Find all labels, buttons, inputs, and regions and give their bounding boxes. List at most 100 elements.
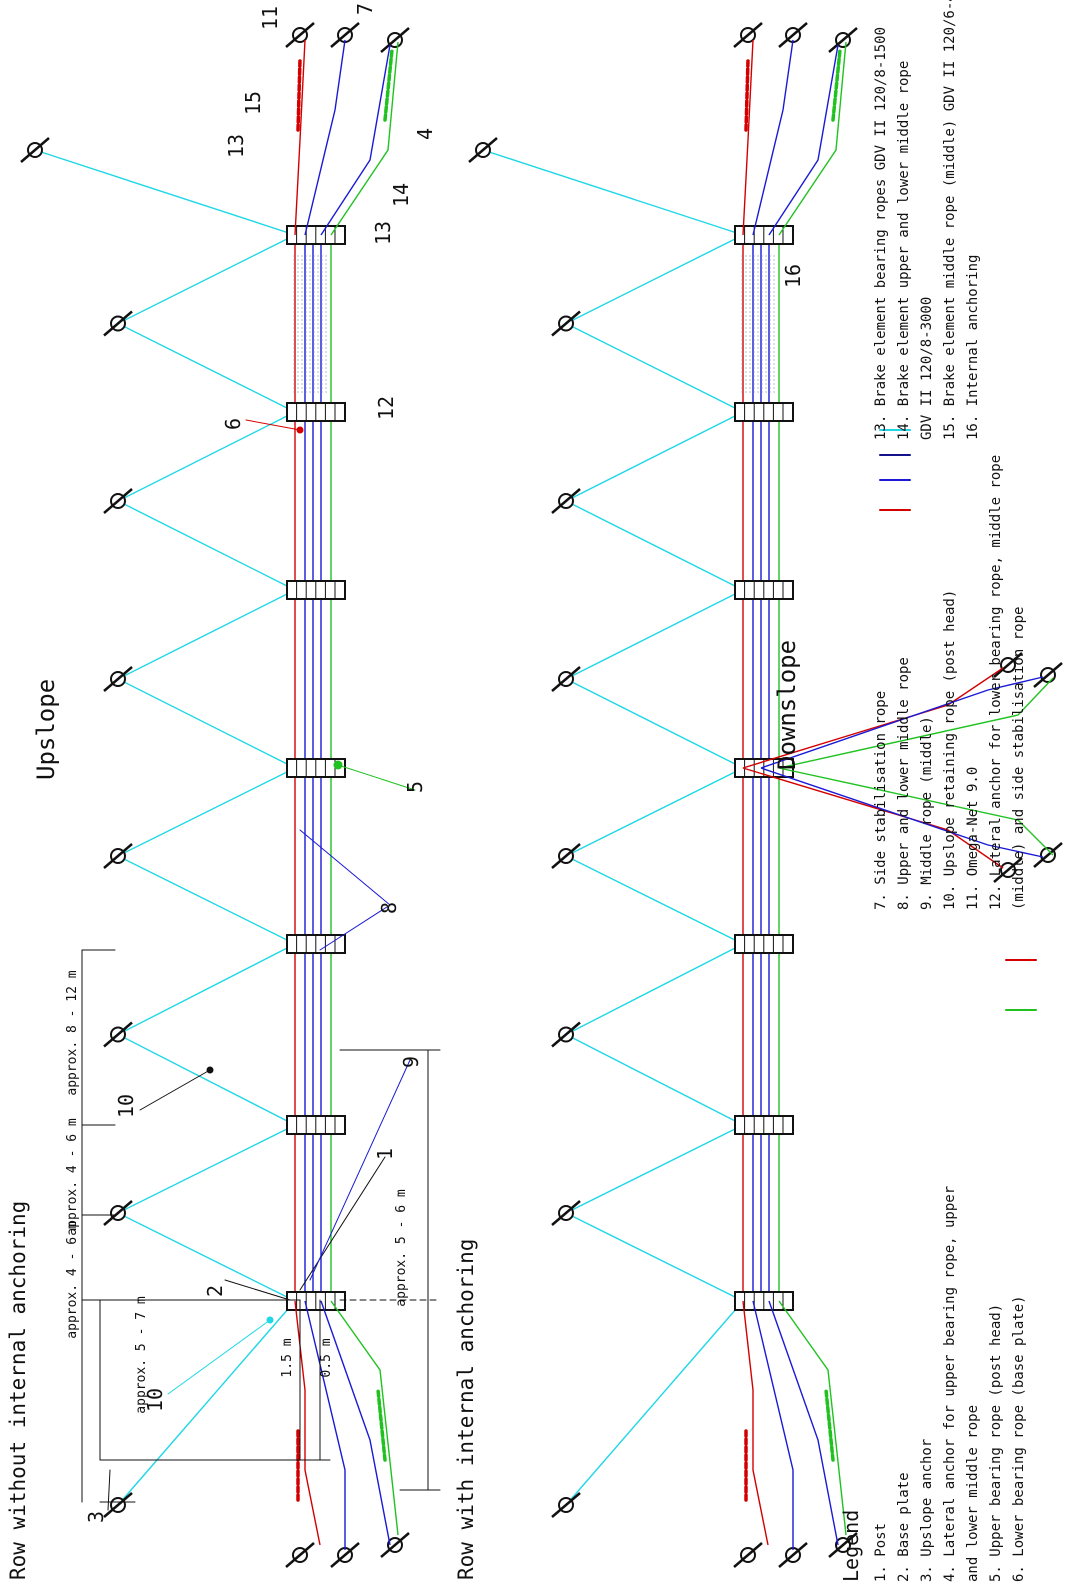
dimension-approx-4-6m-right: approx. 4 - 6 m	[65, 1118, 80, 1236]
dimension-approx-5-7m: approx. 5 - 7 m	[134, 1296, 149, 1414]
anchor-bar	[1033, 662, 1063, 688]
anchor-bar	[20, 137, 50, 163]
anchor-bar	[993, 652, 1023, 678]
callout-10-cyan: 10	[143, 1388, 167, 1412]
post-symbol	[286, 1291, 346, 1311]
legend-title: Legend	[839, 1510, 863, 1582]
lateral-anchor	[733, 1542, 763, 1568]
upslope-retaining-rope	[116, 234, 296, 413]
heading-row-with-internal-anchoring: Row with internal anchoring	[454, 1239, 478, 1580]
legend-item: 1. Post	[873, 1523, 889, 1582]
anchor-bar	[103, 488, 133, 514]
upslope-anchor	[551, 310, 581, 337]
post-symbol	[286, 1115, 346, 1135]
lateral-rope-blue	[768, 1300, 839, 1546]
brake-element-green	[376, 1388, 387, 1462]
legend-item: 3. Upslope anchor	[919, 1439, 935, 1582]
anchor-bar	[103, 1200, 133, 1226]
legend-item: 16. Internal anchoring	[965, 255, 981, 440]
anchor-bar	[733, 22, 763, 48]
upslope-anchor	[20, 137, 50, 163]
internal-anchor	[1033, 662, 1063, 688]
callout-4: 4	[413, 128, 437, 140]
upslope-retaining-rope	[482, 149, 744, 236]
callout-6: 6	[221, 418, 245, 430]
lateral-rope-red	[294, 39, 306, 236]
legend-item: 11. Omega-Net 9.0	[965, 767, 981, 910]
dimension-0-5m: 0.5 m	[319, 1338, 334, 1377]
upslope-retaining-rope	[34, 149, 296, 236]
callout-14: 14	[389, 183, 413, 207]
legend-list: 1. Post 2. Base plate 3. Upslope anchor …	[873, 0, 1027, 1582]
upslope-retaining-rope	[117, 1300, 296, 1506]
dimension-approx-5-6m: approx. 5 - 6 m	[394, 1189, 409, 1307]
callout-15: 15	[241, 91, 265, 115]
lateral-rope-blue	[304, 39, 346, 236]
internal-rope-red	[742, 767, 1004, 869]
leader-line	[319, 904, 391, 951]
anchor-bar	[468, 137, 498, 163]
lateral-anchor	[828, 1532, 858, 1558]
brake-element-red	[744, 58, 750, 132]
anchor-bar	[551, 1492, 581, 1518]
legend-item: 12. Lateral anchor for lower bearing rop…	[988, 455, 1004, 910]
anchor-bar	[285, 22, 315, 48]
legend-item: 13. Brake element bearing ropes GDV II 1…	[873, 27, 889, 440]
upslope-anchor	[103, 1021, 133, 1048]
lateral-rope-blue	[768, 44, 839, 236]
rope-marker	[296, 426, 304, 434]
upslope-anchor	[551, 1200, 581, 1226]
leader-line	[299, 1156, 386, 1291]
anchor-bar	[103, 1492, 133, 1518]
upslope-retaining-rope	[564, 943, 744, 1126]
internal-rope-blue	[760, 767, 1044, 858]
anchor-bar	[551, 1021, 581, 1048]
anchor-bar	[828, 1532, 858, 1558]
upslope-anchor	[551, 1021, 581, 1048]
internal-rope-green	[778, 677, 1054, 769]
post-symbol	[734, 1115, 794, 1135]
legend-item: 7. Side stabilisation rope	[873, 691, 889, 910]
brake-element-green	[383, 48, 394, 122]
upslope-retaining-rope	[116, 411, 296, 591]
legend-item: 15. Brake element middle rope (middle) G…	[942, 0, 958, 440]
brake-element-green	[831, 48, 842, 122]
legend-item: 8. Upper and lower middle rope	[896, 657, 912, 910]
leader-line	[309, 1059, 411, 1281]
leader-line	[167, 1319, 271, 1395]
anchor-bar	[551, 843, 581, 869]
anchor-bar	[330, 1542, 360, 1568]
dimension-approx-4-6m-left: approx. 4 - 6 m	[65, 1221, 80, 1339]
legend-item: 2. Base plate	[896, 1472, 912, 1582]
legend-item: 10. Upslope retaining rope (post head)	[942, 590, 958, 910]
anchor-bar	[103, 1021, 133, 1048]
internal-rope-green	[778, 767, 1054, 856]
lateral-rope-blue	[304, 1300, 346, 1550]
rope-marker	[333, 760, 343, 770]
rope-marker	[266, 1316, 274, 1324]
upslope-anchor	[103, 488, 133, 514]
internal-anchor	[993, 857, 1023, 883]
drawing-linework	[20, 22, 1063, 1568]
post-symbol	[734, 580, 794, 600]
anchor-bar	[733, 1542, 763, 1568]
lateral-rope-blue	[320, 44, 391, 236]
heading-row-without-internal-anchoring: Row without internal anchoring	[6, 1201, 30, 1580]
upslope-anchor	[551, 1492, 581, 1518]
lateral-rope-green	[778, 1300, 847, 1536]
upslope-anchor	[103, 843, 133, 869]
post-symbol	[734, 402, 794, 422]
omega-net	[293, 255, 329, 395]
post-symbol	[734, 225, 794, 245]
lateral-rope-red	[742, 39, 754, 236]
post-symbol	[734, 934, 794, 954]
anchor-bar	[330, 22, 360, 48]
lateral-rope-green	[778, 41, 847, 236]
anchor-bar	[551, 1200, 581, 1226]
leader-line	[224, 1279, 291, 1301]
lateral-rope-red	[742, 1300, 769, 1546]
post-symbol	[286, 402, 346, 422]
callout-7: 7	[353, 3, 377, 15]
